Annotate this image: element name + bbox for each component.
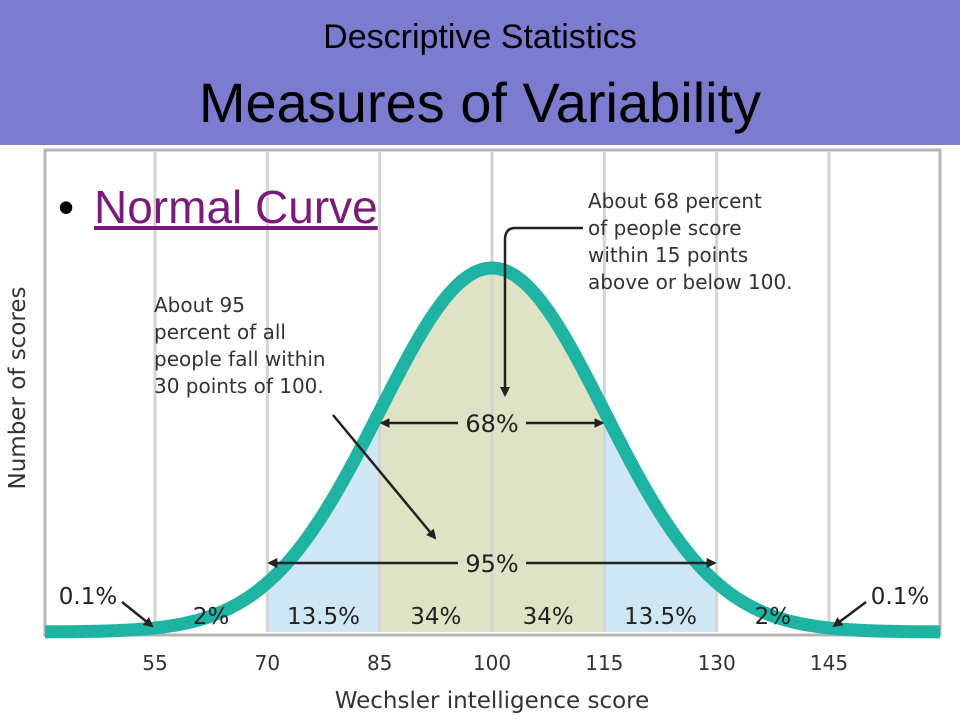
region-label-130-145: 2% (755, 604, 792, 630)
region-label-115-130: 13.5% (624, 604, 697, 630)
span-label-68%: 68% (465, 410, 518, 438)
normal-curve-link[interactable]: Normal Curve (94, 181, 378, 233)
region-label-70-85: 13.5% (287, 604, 360, 630)
region-label-40-55: 0.1% (59, 584, 117, 610)
x-axis-title: Wechsler intelligence score (335, 688, 650, 714)
arrow-68-pointer (500, 226, 583, 397)
span-label-95%: 95% (465, 550, 518, 578)
arrow-right-tail (832, 601, 867, 628)
region-label-55-70: 2% (193, 604, 230, 630)
slide-title: Measures of Variability (198, 71, 762, 134)
x-tick-label-55: 55 (142, 651, 167, 675)
arrow-left-tail (121, 601, 154, 628)
normal-curve-line (39, 261, 945, 639)
title-bar (0, 0, 960, 145)
x-tick-label-100: 100 (473, 651, 511, 675)
bullet-item: • Normal Curve (58, 180, 378, 234)
x-tick-label-130: 130 (698, 651, 736, 675)
normal-curve-chart: 68% 95% 0.1% 2% 13.5% 34% 34% 13.5% 2% 0.1% 55 70 85… (5, 148, 945, 714)
slide-subtitle: Descriptive Statistics (323, 18, 637, 56)
x-tick-label-115: 115 (585, 651, 623, 675)
x-tick-label-145: 145 (810, 651, 848, 675)
region-label-85-100: 34% (410, 604, 461, 630)
region-label-100-115: 34% (523, 604, 574, 630)
arrow-95-pointer (332, 414, 437, 540)
region-label-145-160: 0.1% (871, 584, 929, 610)
annotation-95-percent: About 95 percent of all people fall with… (154, 293, 326, 398)
annotation-68-percent: About 68 percent of people score within … (588, 189, 793, 294)
x-tick-label-70: 70 (255, 651, 280, 675)
x-tick-label-85: 85 (367, 651, 392, 675)
bullet-dot-icon: • (58, 181, 75, 233)
y-axis-title: Number of scores (5, 287, 31, 490)
